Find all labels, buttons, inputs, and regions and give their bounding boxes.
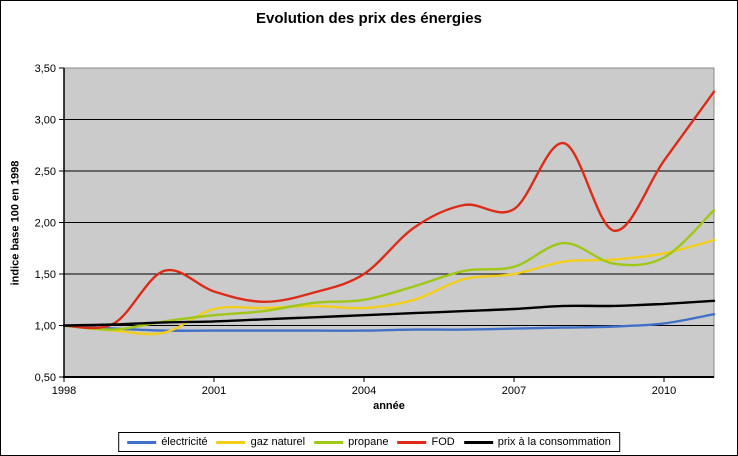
- chart-title: Evolution des prix des énergies: [256, 10, 482, 27]
- legend-item-prix-à-la-consommation: prix à la consommation: [463, 436, 611, 448]
- legend-line-sample: [216, 440, 246, 444]
- y-tick-label: 2,00: [35, 218, 56, 230]
- legend-label: gaz naturel: [250, 436, 306, 448]
- x-tick-label: 2010: [652, 385, 676, 397]
- y-tick-label: 1,00: [35, 321, 56, 333]
- series-line-prix-à-la-consommation: [62, 299, 716, 327]
- legend-label: FOD: [431, 436, 455, 448]
- legend-label: prix à la consommation: [497, 436, 611, 448]
- x-tick-label: 2004: [352, 385, 376, 397]
- x-tick-label: 2001: [202, 385, 226, 397]
- x-tick-label: 2007: [502, 385, 526, 397]
- y-tick-label: 3,50: [35, 63, 56, 75]
- y-tick-label: 1,50: [35, 269, 56, 281]
- series-line-propane: [62, 208, 716, 331]
- legend-item-propane: propane: [314, 436, 388, 448]
- legend-line-sample: [397, 440, 427, 444]
- legend-line-sample: [127, 440, 157, 444]
- y-tick-label: 2,50: [35, 166, 56, 178]
- legend-item-électricité: électricité: [127, 436, 208, 448]
- legend: électricité gaz naturel propane FOD prix à l…: [118, 432, 620, 452]
- legend-label: électricité: [161, 436, 208, 448]
- legend-line-sample: [314, 440, 344, 444]
- y-tick-label: 0,50: [35, 372, 56, 384]
- legend-label: propane: [348, 436, 389, 448]
- series-line-gaz-naturel: [62, 238, 716, 336]
- legend-item-FOD: FOD: [397, 436, 455, 448]
- series-line-FOD: [62, 90, 716, 330]
- legend-item-gaz-naturel: gaz naturel: [216, 436, 306, 448]
- legend-line-sample: [463, 440, 493, 444]
- y-tick-label: 3,00: [35, 115, 56, 127]
- x-axis-title: année: [373, 400, 405, 412]
- x-tick-label: 1998: [52, 385, 76, 397]
